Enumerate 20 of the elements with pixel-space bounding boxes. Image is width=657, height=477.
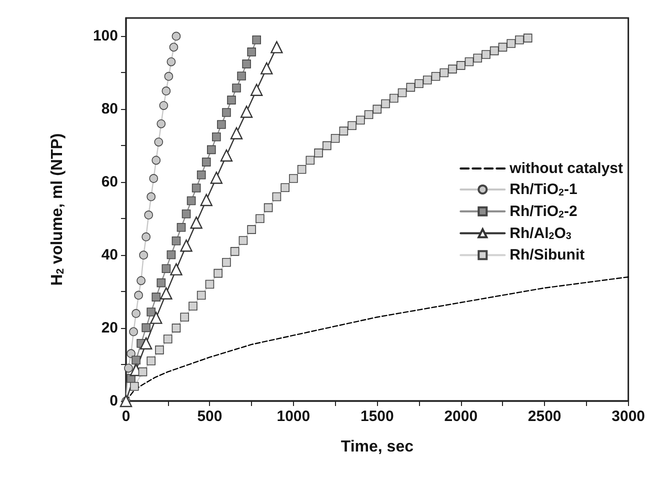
legend-label: without catalyst bbox=[508, 160, 624, 177]
legend-label: Rh/Al2O3 bbox=[510, 224, 572, 242]
y-tick-label: 0 bbox=[110, 392, 118, 410]
y-tick-label: 40 bbox=[101, 246, 118, 264]
y-tick-label: 100 bbox=[92, 28, 118, 45]
legend-label: Rh/Sibunit bbox=[510, 246, 585, 264]
x-tick-label: 500 bbox=[197, 408, 222, 425]
y-axis-title: H2 volume, ml (NTP) bbox=[48, 133, 66, 286]
x-tick-label: 0 bbox=[122, 408, 130, 425]
x-tick-label: 1000 bbox=[276, 408, 310, 425]
x-axis-title: Time, sec bbox=[340, 438, 414, 456]
x-tick-label: 1500 bbox=[360, 408, 394, 425]
y-tick-label: 80 bbox=[101, 100, 118, 118]
y-tick-label: 20 bbox=[101, 320, 118, 337]
x-tick-label: 3000 bbox=[612, 408, 646, 425]
x-tick-label: 2500 bbox=[528, 408, 562, 425]
y-tick-label: 60 bbox=[101, 174, 118, 191]
legend-label: Rh/TiO2-2 bbox=[510, 202, 578, 220]
legend-label: Rh/TiO2-1 bbox=[510, 181, 578, 198]
x-tick-label: 2000 bbox=[444, 408, 478, 425]
